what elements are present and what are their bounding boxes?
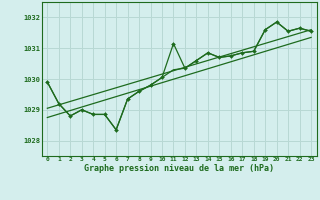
X-axis label: Graphe pression niveau de la mer (hPa): Graphe pression niveau de la mer (hPa) <box>84 164 274 173</box>
